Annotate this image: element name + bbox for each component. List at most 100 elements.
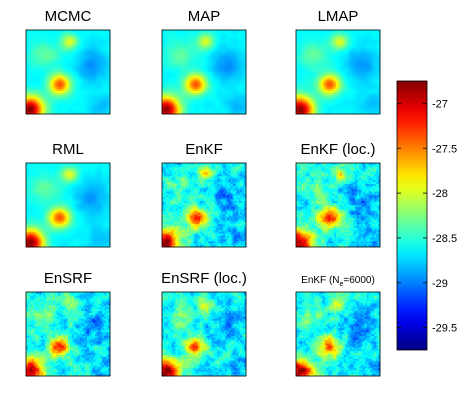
- heatmap-cell: [183, 85, 185, 87]
- heatmap-cell: [189, 97, 191, 99]
- heatmap-cell: [198, 93, 200, 95]
- heatmap-cell: [342, 62, 344, 64]
- heatmap-cell: [58, 89, 60, 91]
- heatmap-cell: [100, 68, 102, 70]
- heatmap-cell: [97, 108, 99, 110]
- heatmap-cell: [196, 64, 198, 66]
- heatmap-cell: [309, 32, 311, 34]
- heatmap-cell: [51, 66, 53, 68]
- heatmap-cell: [332, 72, 334, 74]
- heatmap-cell: [91, 82, 93, 84]
- heatmap-cell: [217, 95, 219, 97]
- heatmap-cell: [185, 38, 187, 40]
- heatmap-cell: [187, 47, 189, 49]
- heatmap-cell: [214, 82, 216, 84]
- heatmap-cell: [102, 99, 104, 101]
- heatmap-cell: [41, 85, 43, 87]
- heatmap-cell: [204, 45, 206, 47]
- heatmap-cell: [210, 72, 212, 74]
- heatmap-cell: [212, 36, 214, 38]
- heatmap-cell: [89, 78, 91, 80]
- heatmap-cell: [240, 74, 242, 76]
- heatmap-cell: [210, 61, 212, 63]
- heatmap-cell: [236, 97, 238, 99]
- heatmap-cell: [64, 83, 66, 85]
- heatmap-cell: [202, 104, 204, 106]
- heatmap-cell: [225, 34, 227, 36]
- heatmap-cell: [41, 41, 43, 43]
- heatmap-cell: [181, 87, 183, 89]
- heatmap-cell: [298, 61, 300, 63]
- heatmap-cell: [39, 47, 41, 49]
- heatmap-cell: [34, 74, 36, 76]
- heatmap-cell: [235, 36, 237, 38]
- heatmap-cell: [223, 66, 225, 68]
- heatmap-cell: [359, 38, 361, 40]
- heatmap-cell: [30, 78, 32, 80]
- heatmap-cell: [76, 45, 78, 47]
- heatmap-cell: [306, 59, 308, 61]
- heatmap-cell: [214, 34, 216, 36]
- heatmap-cell: [361, 66, 363, 68]
- heatmap-cell: [181, 57, 183, 59]
- heatmap-cell: [357, 43, 359, 45]
- heatmap-cell: [102, 108, 104, 110]
- heatmap-cell: [221, 38, 223, 40]
- heatmap-cell: [194, 74, 196, 76]
- heatmap-cell: [55, 80, 57, 82]
- heatmap-cell: [187, 55, 189, 57]
- heatmap-cell: [60, 51, 62, 53]
- heatmap-cell: [87, 91, 89, 93]
- heatmap-cell: [166, 51, 168, 53]
- heatmap-cell: [91, 41, 93, 43]
- heatmap-cell: [34, 78, 36, 80]
- heatmap-cell: [81, 103, 83, 105]
- heatmap-cell: [37, 108, 39, 110]
- heatmap-cell: [173, 36, 175, 38]
- heatmap-cell: [376, 62, 378, 64]
- heatmap-cell: [196, 99, 198, 101]
- heatmap-cell: [62, 78, 64, 80]
- heatmap-cell: [39, 89, 41, 91]
- heatmap-cell: [60, 59, 62, 61]
- heatmap-cell: [204, 82, 206, 84]
- heatmap-cell: [39, 106, 41, 108]
- heatmap-cell: [175, 61, 177, 63]
- heatmap-cell: [204, 41, 206, 43]
- heatmap-cell: [57, 55, 59, 57]
- heatmap-cell: [191, 59, 193, 61]
- heatmap-cell: [194, 61, 196, 63]
- heatmap-cell: [374, 72, 376, 74]
- heatmap-cell: [34, 38, 36, 40]
- heatmap-cell: [47, 97, 49, 99]
- heatmap-cell: [183, 64, 185, 66]
- heatmap-cell: [193, 68, 195, 70]
- heatmap-cell: [219, 89, 221, 91]
- heatmap-cell: [49, 104, 51, 106]
- heatmap-cell: [321, 36, 323, 38]
- heatmap-cell: [166, 104, 168, 106]
- heatmap-cell: [342, 61, 344, 63]
- heatmap-cell: [204, 40, 206, 42]
- heatmap-cell: [39, 36, 41, 38]
- heatmap-cell: [300, 47, 302, 49]
- heatmap-cell: [214, 85, 216, 87]
- heatmap-cell: [36, 85, 38, 87]
- heatmap-cell: [76, 62, 78, 64]
- heatmap-cell: [328, 34, 330, 36]
- heatmap-cell: [51, 70, 53, 72]
- heatmap-cell: [106, 87, 108, 89]
- heatmap-cell: [210, 104, 212, 106]
- heatmap-cell: [81, 99, 83, 101]
- heatmap-cell: [74, 83, 76, 85]
- heatmap-cell: [311, 62, 313, 64]
- heatmap-cell: [214, 110, 216, 112]
- heatmap-cell: [179, 32, 181, 34]
- heatmap-cell: [32, 62, 34, 64]
- heatmap-cell: [210, 36, 212, 38]
- heatmap-cell: [81, 70, 83, 72]
- heatmap-cell: [93, 36, 95, 38]
- heatmap-cell: [204, 43, 206, 45]
- heatmap-cell: [34, 59, 36, 61]
- heatmap-cell: [168, 101, 170, 103]
